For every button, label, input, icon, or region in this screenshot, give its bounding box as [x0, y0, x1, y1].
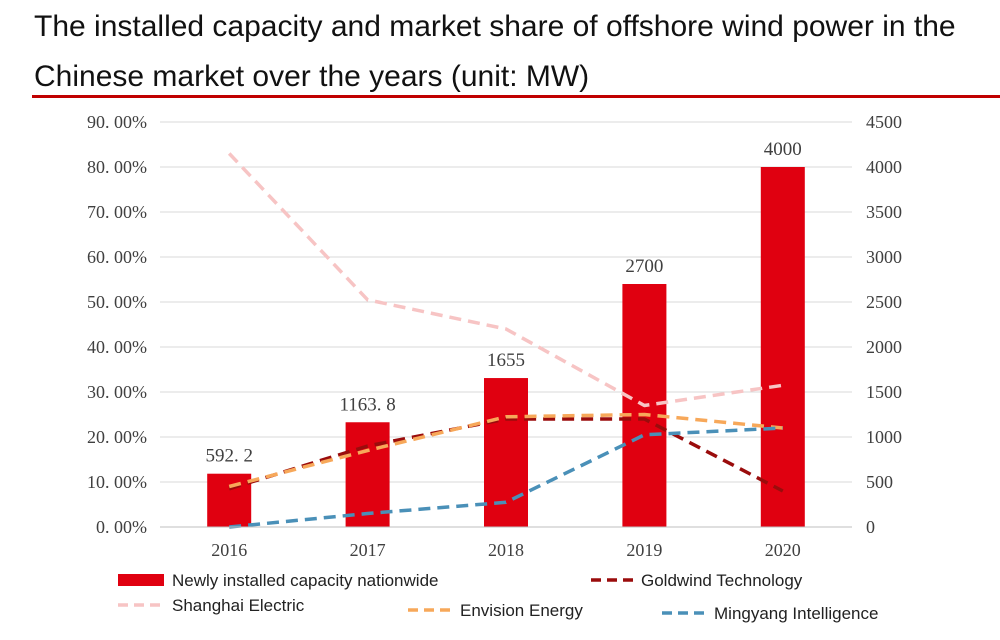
bar	[760, 167, 805, 527]
bar	[207, 473, 252, 527]
bar-data-label: 1163. 8	[339, 394, 395, 415]
left-axis-tick: 40. 00%	[87, 337, 147, 357]
x-axis-tick: 2020	[765, 540, 801, 560]
line-series	[227, 152, 784, 529]
right-axis-tick: 1000	[866, 427, 902, 447]
x-axis-tick: 2017	[350, 540, 386, 560]
left-axis-tick: 70. 00%	[87, 202, 147, 222]
left-axis-tick: 80. 00%	[87, 157, 147, 177]
x-axis-tick: 2019	[626, 540, 662, 560]
series-line	[229, 426, 783, 529]
bar-data-label: 1655	[487, 350, 525, 371]
left-axis-tick: 0. 00%	[96, 517, 147, 537]
x-axis-tick: 2016	[211, 540, 247, 560]
series-line	[227, 152, 784, 408]
right-axis-tick: 4000	[866, 157, 902, 177]
right-axis-tick: 3500	[866, 202, 902, 222]
left-axis-tick: 90. 00%	[87, 112, 147, 132]
legend-label: Mingyang Intelligence	[714, 604, 878, 623]
bar-data-label: 4000	[764, 139, 802, 160]
bar-data-label: 592. 2	[205, 446, 253, 467]
legend-label: Goldwind Technology	[641, 571, 803, 590]
legend-swatch-bar	[118, 574, 164, 586]
chart-title: The installed capacity and market share …	[34, 10, 956, 93]
right-axis-tick: 0	[866, 517, 875, 537]
data-labels: 592. 2 1163. 8 1655 2700 4000	[205, 139, 801, 467]
right-axis-ticks: 0 500 1000 1500 2000 2500 3000 3500 4000 4500	[866, 112, 902, 537]
left-axis-ticks: 0. 00% 10. 00% 20. 00% 30. 00% 40. 00% 50. 00…	[87, 112, 147, 537]
legend: Newly installed capacity nationwide Goldw…	[118, 571, 878, 623]
right-axis-tick: 500	[866, 472, 893, 492]
series-line	[228, 412, 783, 489]
left-axis-tick: 30. 00%	[87, 382, 147, 402]
left-axis-tick: 60. 00%	[87, 247, 147, 267]
left-axis-tick: 50. 00%	[87, 292, 147, 312]
bar-series	[207, 167, 805, 527]
x-axis-ticks: 2016 2017 2018 2019 2020	[160, 526, 852, 560]
right-axis-tick: 4500	[866, 112, 902, 132]
legend-label: Envision Energy	[460, 601, 583, 620]
right-axis-tick: 2500	[866, 292, 902, 312]
legend-label: Newly installed capacity nationwide	[172, 571, 438, 590]
legend-label: Shanghai Electric	[172, 596, 305, 615]
right-axis-tick: 2000	[866, 337, 902, 357]
bar	[484, 378, 528, 527]
series-line	[228, 417, 784, 493]
left-axis-tick: 20. 00%	[87, 427, 147, 447]
bar-data-label: 2700	[625, 256, 663, 277]
left-axis-tick: 10. 00%	[87, 472, 147, 492]
right-axis-tick: 3000	[866, 247, 902, 267]
x-axis-tick: 2018	[488, 540, 524, 560]
right-axis-tick: 1500	[866, 382, 902, 402]
bar	[345, 422, 390, 527]
title-underline	[32, 95, 1000, 98]
